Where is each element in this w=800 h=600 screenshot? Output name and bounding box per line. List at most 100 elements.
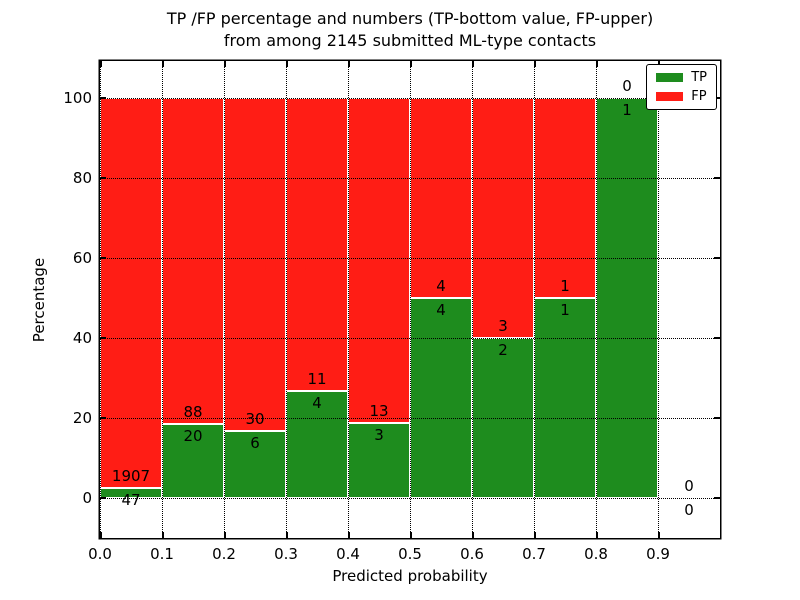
bar-segment-tp — [410, 298, 472, 498]
y-tick-label: 100 — [63, 89, 92, 107]
x-tick-label: 0.9 — [646, 545, 670, 563]
chart-title-line2: from among 2145 submitted ML-type contac… — [223, 31, 597, 50]
bar-count-label-fp: 11 — [307, 370, 327, 389]
bar-count-label-tp: 1 — [560, 301, 570, 319]
bar-count-label-fp: 1 — [560, 277, 570, 295]
y-tick-label: 80 — [72, 169, 92, 187]
bar-segment-tp — [162, 424, 224, 498]
y-tick-label: 20 — [72, 409, 92, 427]
y-tick-label: 0 — [82, 489, 92, 507]
bar-segment-fp — [472, 98, 534, 338]
bar-count-label-fp: 0 — [622, 77, 632, 95]
x-tick-label: 0.8 — [584, 545, 608, 563]
x-tick-mark — [348, 532, 350, 538]
bar-count-label-tp: 4 — [436, 301, 446, 319]
x-tick-mark-top — [100, 61, 102, 67]
bar-count-label-fp: 4 — [436, 277, 446, 295]
bar-count-label-fp: 0 — [684, 477, 694, 495]
v-gridline — [348, 61, 349, 538]
tp-color-swatch — [656, 73, 684, 82]
plot-area: Percentage Predicted probability TP FP 0… — [30, 61, 720, 585]
y-tick-mark — [100, 497, 106, 499]
bar-count-label-fp: 88 — [183, 403, 203, 421]
x-tick-mark — [534, 532, 536, 538]
legend: TP FP — [646, 64, 717, 110]
bar-count-label-tp: 2 — [498, 341, 508, 359]
x-tick-label: 0.1 — [150, 545, 174, 563]
x-tick-label: 0.5 — [398, 545, 422, 563]
v-gridline — [410, 61, 411, 538]
x-tick-label: 0.0 — [88, 545, 112, 563]
x-tick-label: 0.2 — [212, 545, 236, 563]
x-tick-label: 0.3 — [274, 545, 298, 563]
bar-count-label-tp: 20 — [183, 427, 203, 445]
x-tick-mark-top — [162, 61, 164, 67]
bar-segment-tp — [286, 391, 348, 498]
x-tick-mark — [472, 532, 474, 538]
bar-segment-fp — [534, 98, 596, 298]
v-gridline — [162, 61, 163, 538]
x-axis-label: Predicted probability — [332, 567, 488, 585]
bar-count-label-tp: 0 — [684, 501, 694, 519]
v-gridline — [100, 61, 101, 538]
y-axis-label: Percentage — [28, 61, 50, 538]
y-tick-mark-right — [714, 497, 720, 499]
chart-title: TP /FP percentage and numbers (TP-bottom… — [100, 8, 720, 52]
y-tick-mark — [100, 177, 106, 179]
bar-count-label-tp: 3 — [374, 425, 384, 444]
legend-item-fp: FP — [656, 90, 707, 103]
y-tick-mark — [100, 257, 106, 259]
bar-count-label-tp: 1 — [622, 101, 632, 119]
x-tick-mark-top — [224, 61, 226, 67]
x-tick-mark — [224, 532, 226, 538]
v-gridline — [596, 61, 597, 538]
x-tick-mark-top — [472, 61, 474, 67]
x-tick-mark — [410, 532, 412, 538]
x-tick-mark-top — [286, 61, 288, 67]
bar-count-label-fp: 30 — [245, 410, 265, 429]
bar-segment-tp — [348, 422, 410, 498]
x-tick-mark-top — [410, 61, 412, 67]
y-tick-label: 40 — [72, 329, 92, 347]
v-gridline — [286, 61, 287, 538]
bar-count-label-tp: 6 — [250, 434, 260, 453]
x-tick-mark — [596, 532, 598, 538]
x-tick-mark — [286, 532, 288, 538]
y-tick-mark-right — [714, 97, 720, 99]
x-tick-mark-top — [348, 61, 350, 67]
legend-item-tp: TP — [656, 71, 707, 84]
x-tick-mark-top — [596, 61, 598, 67]
bar-segment-fp — [162, 98, 224, 424]
y-tick-mark — [100, 337, 106, 339]
legend-label-tp: TP — [691, 70, 707, 85]
y-tick-mark — [100, 97, 106, 99]
v-gridline — [658, 61, 659, 538]
bar-segment-fp — [286, 98, 348, 392]
chart-title-line1: TP /FP percentage and numbers (TP-bottom… — [166, 9, 654, 28]
x-tick-mark — [100, 532, 102, 538]
bar-segment-tp — [596, 98, 658, 498]
x-tick-mark — [162, 532, 164, 538]
legend-label-fp: FP — [691, 89, 707, 104]
fp-color-swatch — [656, 92, 684, 101]
v-gridline — [534, 61, 535, 538]
x-tick-label: 0.7 — [522, 545, 546, 563]
x-tick-mark-top — [534, 61, 536, 67]
bar-count-label-fp: 1907 — [111, 467, 151, 486]
v-gridline — [224, 61, 225, 538]
v-gridline — [472, 61, 473, 538]
y-tick-mark-right — [714, 417, 720, 419]
y-tick-label: 60 — [72, 249, 92, 267]
bar-segment-fp — [348, 98, 410, 423]
bar-count-label-tp: 4 — [312, 394, 322, 413]
y-tick-mark-right — [714, 257, 720, 259]
bar-segment-tp — [534, 298, 596, 498]
y-tick-mark-right — [714, 337, 720, 339]
bar-segment-fp — [224, 98, 286, 432]
bar-segment-fp — [410, 98, 472, 298]
bar-count-label-fp: 3 — [498, 317, 508, 335]
bar-segment-fp — [100, 98, 162, 489]
y-tick-mark — [100, 417, 106, 419]
y-tick-mark-right — [714, 177, 720, 179]
